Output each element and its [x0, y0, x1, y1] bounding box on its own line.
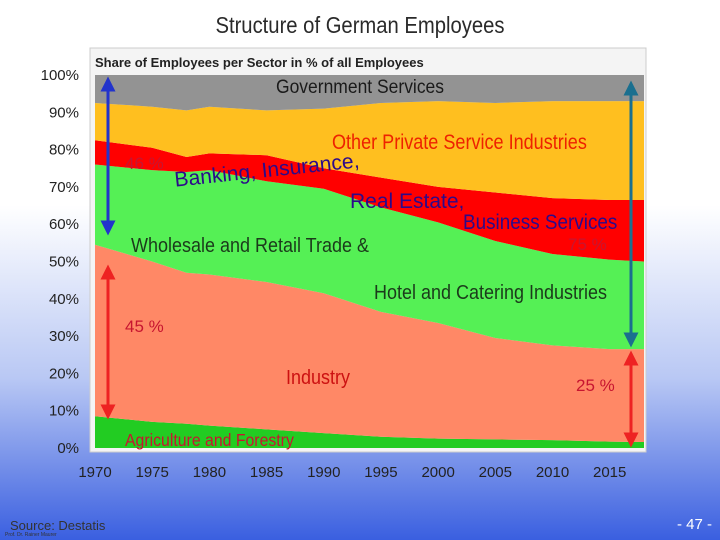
- page-number: - 47 -: [676, 516, 712, 533]
- author-note: Prof. Dr. Rainer Maurer: [5, 532, 57, 538]
- annotation-46: 46 %: [125, 154, 164, 173]
- label-other-private: Other Private Service Industries: [332, 131, 587, 155]
- label-banking-2: Real Estate,: [350, 190, 464, 213]
- area-industry: [95, 244, 644, 443]
- annotation-25: 25 %: [576, 376, 615, 395]
- x-tick-label: 2015: [593, 464, 626, 481]
- y-tick-label: 50%: [49, 254, 79, 271]
- y-tick-label: 70%: [49, 179, 79, 196]
- x-tick-label: 1990: [307, 464, 340, 481]
- y-tick-label: 60%: [49, 216, 79, 233]
- label-agriculture: Agriculture and Forestry: [125, 430, 294, 450]
- slide-title: Structure of German Employees: [215, 12, 505, 38]
- label-business-services: Business Services: [463, 211, 617, 234]
- y-tick-label: 20%: [49, 365, 79, 382]
- annotation-75: 75 %: [568, 235, 607, 254]
- y-tick-label: 80%: [49, 142, 79, 159]
- area-government: [95, 75, 644, 111]
- x-tick-label: 2010: [536, 464, 569, 481]
- x-tick-label: 2000: [421, 464, 454, 481]
- label-industry: Industry: [286, 367, 350, 389]
- chart-subtitle: Share of Employees per Sector in % of al…: [95, 55, 424, 70]
- y-tick-label: 100%: [41, 67, 79, 84]
- x-tick-label: 1985: [250, 464, 283, 481]
- y-tick-label: 0%: [57, 440, 79, 457]
- area-trade: [95, 164, 644, 350]
- x-tick-label: 1995: [364, 464, 397, 481]
- x-tick-label: 1975: [136, 464, 169, 481]
- label-trade-1: Wholesale and Retail Trade &: [131, 235, 369, 257]
- label-trade-2: Hotel and Catering Industries: [374, 282, 607, 304]
- area-banking: [95, 140, 644, 262]
- label-government: Government Services: [276, 75, 444, 97]
- y-tick-label: 30%: [49, 328, 79, 345]
- y-tick-label: 40%: [49, 291, 79, 308]
- x-tick-label: 2005: [479, 464, 512, 481]
- x-tick-label: 1970: [78, 464, 111, 481]
- x-tick-label: 1980: [193, 464, 226, 481]
- y-tick-label: 10%: [49, 403, 79, 420]
- annotation-45: 45 %: [125, 317, 164, 336]
- source-note: Source: Destatis: [10, 518, 106, 533]
- area-agriculture: [95, 416, 644, 448]
- y-tick-label: 90%: [49, 104, 79, 121]
- area-other-private: [95, 101, 644, 200]
